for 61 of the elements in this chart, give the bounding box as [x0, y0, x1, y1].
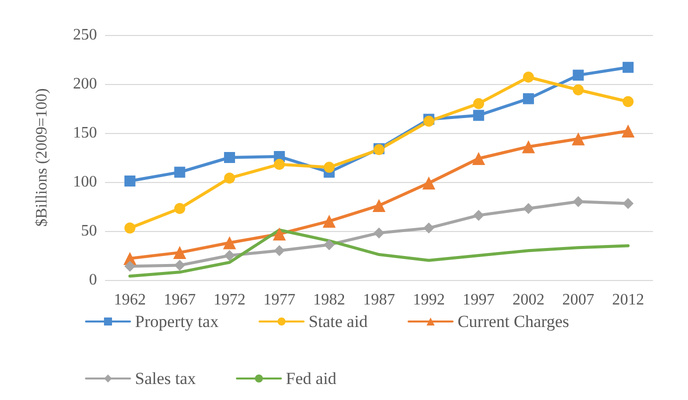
- y-tick-label: 250: [73, 26, 97, 44]
- x-tick-label: 1972: [214, 292, 246, 308]
- y-tick-label: 0: [89, 272, 97, 288]
- point: [322, 214, 336, 228]
- point: [473, 210, 484, 221]
- y-tick-label: 200: [73, 76, 97, 92]
- point: [572, 132, 585, 146]
- point: [224, 250, 236, 261]
- point: [272, 227, 286, 240]
- point: [572, 70, 584, 81]
- point: [572, 84, 584, 96]
- point: [522, 140, 535, 154]
- x-tick-label: 1987: [363, 292, 395, 308]
- x-tick-label: 1962: [114, 292, 146, 308]
- x-tick-label: 2002: [512, 292, 544, 308]
- point: [274, 245, 285, 256]
- line-series: [128, 228, 630, 278]
- point: [423, 222, 434, 234]
- point: [374, 227, 384, 238]
- point: [472, 152, 486, 165]
- point: [124, 260, 136, 272]
- point: [224, 152, 236, 163]
- point: [174, 202, 186, 214]
- legend-label: Fed aid: [286, 369, 337, 388]
- point: [174, 166, 186, 178]
- point: [473, 98, 484, 110]
- y-tick-label: 100: [73, 174, 97, 190]
- point: [274, 158, 285, 170]
- y-tick-label: 150: [73, 124, 97, 142]
- point: [622, 198, 634, 210]
- point: [174, 260, 186, 271]
- point: [522, 93, 534, 104]
- x-tick-label: 1967: [164, 292, 196, 308]
- legend-label: Property tax: [135, 312, 220, 331]
- point: [522, 72, 534, 83]
- point: [622, 96, 634, 108]
- point: [173, 246, 186, 260]
- y-axis-title: $Billions (2009=100): [34, 88, 50, 227]
- point: [223, 236, 236, 250]
- x-tick-label: 1977: [263, 292, 296, 308]
- x-tick-label: 2012: [612, 292, 644, 308]
- point: [124, 176, 136, 187]
- point: [124, 222, 136, 234]
- point: [473, 110, 484, 121]
- x-tick-label: 1982: [313, 292, 346, 308]
- legend-label: Sales tax: [135, 369, 196, 388]
- x-tick-label: 1992: [412, 292, 445, 308]
- point: [622, 124, 635, 138]
- x-tick-label: 2007: [562, 292, 594, 308]
- point: [324, 239, 335, 250]
- legend-label: State aid: [308, 312, 368, 331]
- x-tick-label: 1997: [462, 292, 495, 308]
- point: [572, 196, 584, 208]
- point: [372, 199, 386, 212]
- legend-label: Current Charges: [458, 312, 570, 331]
- point: [224, 172, 236, 184]
- point: [422, 176, 436, 190]
- point: [522, 202, 534, 214]
- y-tick-label: 50: [81, 222, 97, 240]
- point: [324, 162, 335, 173]
- point: [622, 62, 634, 73]
